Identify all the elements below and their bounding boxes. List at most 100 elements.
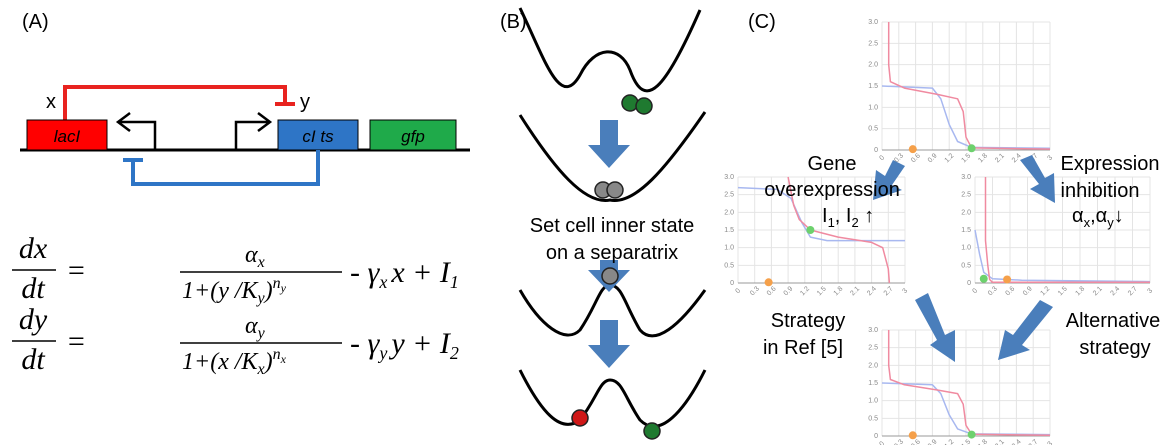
x-tick-label: 2.7 xyxy=(1127,285,1139,297)
x-tick-label: 0 xyxy=(971,287,979,295)
y-tick-label: 1.5 xyxy=(868,83,878,90)
eq-sub: x xyxy=(257,254,265,271)
eq-part: - γ xyxy=(350,327,380,360)
eq-part: α xyxy=(245,313,258,339)
x-tick-label: 0.3 xyxy=(749,285,761,297)
annotation: Expression xyxy=(1061,153,1160,175)
steady-state xyxy=(968,144,976,152)
eq-sub: 2 xyxy=(450,343,459,363)
steady-state xyxy=(909,431,917,439)
steady-state xyxy=(968,431,976,439)
x-tick-label: 1.8 xyxy=(1074,285,1086,297)
x-tick-label: 1.2 xyxy=(944,152,956,164)
text-part: , I xyxy=(835,205,852,227)
x-tick-label: 2.7 xyxy=(883,285,895,297)
x-tick-label: 2.7 xyxy=(1028,438,1040,445)
x-tick-label: 2.4 xyxy=(1109,285,1121,297)
y-tick-label: 1.0 xyxy=(868,398,878,405)
y-tick-label: 3.0 xyxy=(724,174,734,181)
eq-part: ) xyxy=(263,278,273,304)
eq-text: αx xyxy=(245,242,265,271)
text-sub: 2 xyxy=(851,215,858,230)
x-tick-label: 0.3 xyxy=(893,438,905,445)
y-tick-label: 2.0 xyxy=(724,209,734,216)
gene-label: x xyxy=(46,91,56,113)
x-tick-label: 3 xyxy=(1046,154,1054,162)
y-tick-label: 0.5 xyxy=(868,415,878,422)
panel-label: (C) xyxy=(748,11,776,33)
x-tick-label: 2.1 xyxy=(994,438,1006,445)
annotation: overexpression xyxy=(764,179,900,201)
annotation: in Ref [5] xyxy=(763,337,843,359)
figure: (A) x y lacI cI ts gfp dx dt = αx 1+(y /… xyxy=(0,0,1169,445)
text-sub: 1 xyxy=(828,215,835,230)
y-tick-label: 0 xyxy=(874,147,878,154)
gene-label: y xyxy=(300,91,310,113)
annotation: inhibition xyxy=(1061,180,1140,202)
caption: on a separatrix xyxy=(546,242,678,264)
promoter xyxy=(236,113,270,150)
eq-sup: n xyxy=(273,275,281,292)
gene-name: cI ts xyxy=(302,127,334,146)
eq-part: α xyxy=(245,242,258,268)
x-tick-label: 0 xyxy=(878,440,886,445)
eq-text: dt xyxy=(21,272,45,305)
x-tick-label: 0.9 xyxy=(927,438,939,445)
x-tick-label: 1.2 xyxy=(799,285,811,297)
x-tick-label: 0.3 xyxy=(987,285,999,297)
y-tick-label: 3.0 xyxy=(868,19,878,26)
annotation: Strategy xyxy=(771,310,845,332)
x-tick-label: 1.2 xyxy=(944,438,956,445)
eq-part: y + I xyxy=(388,327,452,360)
y-tick-label: 0.5 xyxy=(724,262,734,269)
x-tick-label: 1.8 xyxy=(977,152,989,164)
x-tick-label: 0 xyxy=(878,154,886,162)
x-tick-label: 0.9 xyxy=(927,152,939,164)
y-tick-label: 0 xyxy=(967,280,971,287)
y-tick-label: 2.0 xyxy=(868,362,878,369)
x-tick-label: 2.4 xyxy=(1011,152,1023,164)
eq-part: 1+(y /K xyxy=(182,278,260,304)
phase-plot: 3.02.52.01.51.00.5000.30.60.91.21.51.82.… xyxy=(868,19,1054,164)
y-tick-label: 1.5 xyxy=(724,227,734,234)
eq-text: αy xyxy=(245,313,266,342)
y-tick-label: 2.5 xyxy=(961,192,971,199)
x-tick-label: 1.5 xyxy=(960,152,972,164)
y-tick-label: 2.5 xyxy=(868,345,878,352)
x-tick-label: 1.5 xyxy=(1057,285,1069,297)
steady-state xyxy=(909,145,917,153)
steady-state xyxy=(765,278,773,286)
eq-text: 1+(y /Ky)ny xyxy=(182,275,287,307)
x-tick-label: 1.8 xyxy=(833,285,845,297)
eq-text: - γxx + I1 xyxy=(350,256,459,292)
eq-part: 1+(x /K xyxy=(182,349,260,375)
x-tick-label: 2.1 xyxy=(849,285,861,297)
equation: dx dt = αx 1+(y /Ky)ny - γxx + I1 xyxy=(12,232,459,307)
text-part: ,α xyxy=(1090,205,1107,227)
x-tick-label: 0.6 xyxy=(910,438,922,445)
x-tick-label: 3 xyxy=(901,287,909,295)
eq-text: dt xyxy=(21,343,45,376)
x-tick-label: 2.1 xyxy=(1092,285,1104,297)
eq-text: = xyxy=(66,325,86,358)
promoter xyxy=(118,113,155,150)
eq-sup: n xyxy=(273,346,281,363)
y-tick-label: 0.5 xyxy=(961,262,971,269)
eq-sub: x xyxy=(280,352,287,366)
eq-sub: x xyxy=(257,361,265,378)
y-tick-label: 2.0 xyxy=(868,62,878,69)
repression-line xyxy=(65,87,285,120)
eq-sub: x xyxy=(378,272,387,292)
y-tick-label: 1.5 xyxy=(868,380,878,387)
x-tick-label: 2.4 xyxy=(866,285,878,297)
x-tick-label: 1.5 xyxy=(816,285,828,297)
x-tick-label: 0.9 xyxy=(1022,285,1034,297)
y-tick-label: 0.5 xyxy=(868,126,878,133)
y-tick-label: 2.5 xyxy=(724,192,734,199)
eq-text: dx xyxy=(19,232,48,265)
x-tick-label: 1.5 xyxy=(960,438,972,445)
x-tick-label: 0.6 xyxy=(1004,285,1016,297)
x-tick-label: 1.2 xyxy=(1039,285,1051,297)
eq-sub: y xyxy=(280,281,287,295)
x-tick-label: 0.6 xyxy=(910,152,922,164)
